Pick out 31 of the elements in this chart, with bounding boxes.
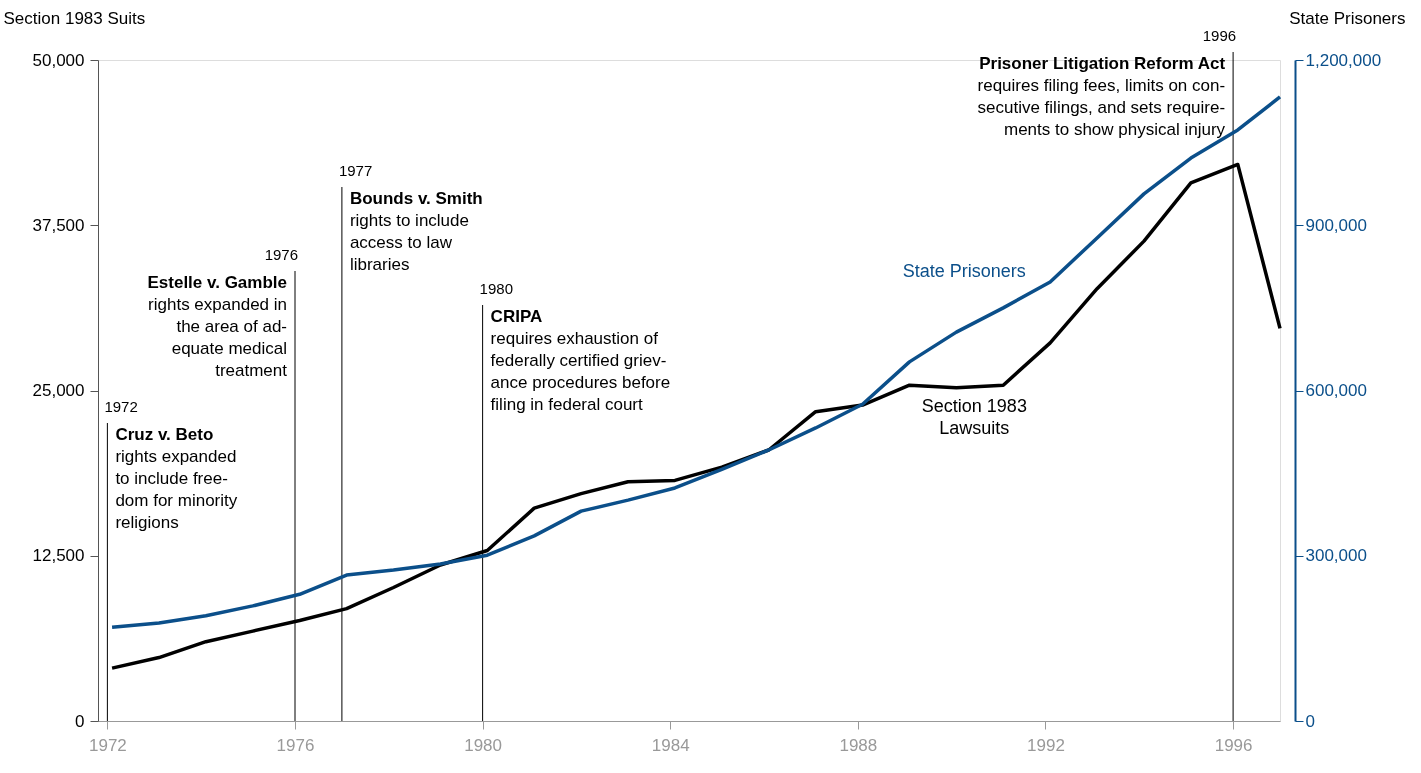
ref-line-label: 1976	[264, 246, 298, 263]
series-label: Section 1983 Lawsuits	[921, 395, 1027, 438]
ref-line-label: 1977	[338, 162, 373, 179]
y2-tick-label: 1,200,000	[1305, 50, 1382, 70]
annotation: CRIPA requires exhaustion of federally certified griev- ance procedures before filing in federal court	[490, 307, 671, 414]
ref-line-label: 1980	[479, 280, 513, 297]
annotation: Cruz v. Beto rights expanded to include free- dom for minority religions	[115, 425, 238, 532]
y-axis-title: Section 1983 Suits	[3, 8, 146, 28]
x-tick-label: 1980	[464, 735, 503, 755]
annotation: Bounds v. Smith rights to include access to law libraries	[349, 189, 483, 274]
x-tick-label: 1988	[839, 735, 878, 755]
ref-line-label: 1996	[1202, 27, 1237, 44]
x-tick-label: 1972	[88, 735, 127, 755]
y2-tick-label: 300,000	[1305, 546, 1367, 566]
x-tick-label: 1996	[1214, 735, 1253, 755]
y-tick-label: 25,000	[32, 381, 85, 400]
y-tick-label: 0	[75, 711, 85, 731]
y2-tick-label: 0	[1305, 711, 1315, 731]
y-tick-label: 12,500	[32, 546, 85, 566]
y2-tick-label: 600,000	[1305, 381, 1367, 400]
annotation: Prisoner Litigation Reform Act requires filing fees, limits on con- secutive filings, and sets require- ments to show physical injury	[977, 54, 1226, 139]
y2-axis-title: State Prisoners	[1289, 8, 1406, 28]
y2-tick-label: 900,000	[1305, 215, 1367, 235]
ref-line-label: 1972	[104, 398, 138, 415]
x-tick-label: 1984	[651, 735, 690, 755]
y-tick-label: 50,000	[32, 50, 85, 70]
x-tick-label: 1976	[276, 735, 315, 755]
y-tick-label: 37,500	[32, 215, 85, 235]
series-label: State Prisoners	[902, 260, 1026, 281]
x-tick-label: 1992	[1027, 735, 1065, 755]
annotation: Estelle v. Gamble rights expanded in the area of ad- equate medical treatment	[147, 273, 288, 380]
